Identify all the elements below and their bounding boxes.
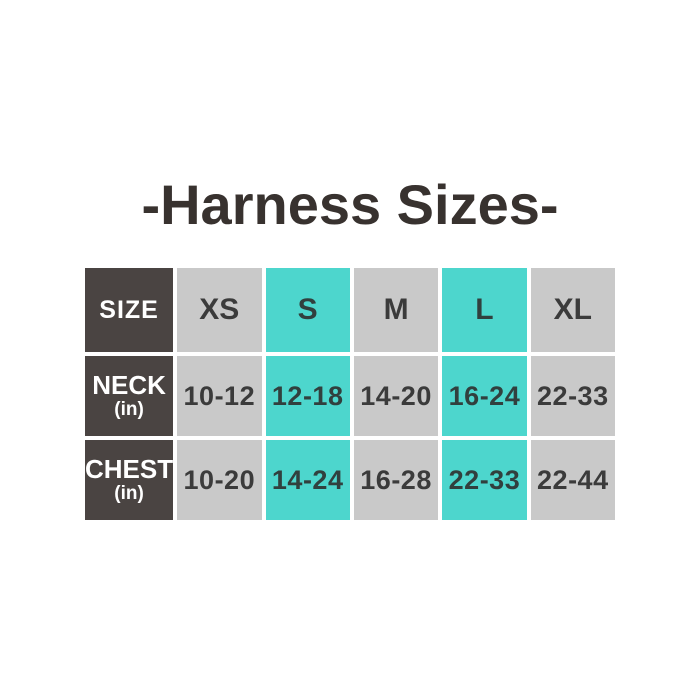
cell-value: 16-24 (448, 380, 521, 411)
cell-neck-xl: 22-33 (530, 356, 615, 436)
row-label-text: CHEST (85, 454, 174, 485)
header-cell-xl: XL (530, 268, 615, 352)
header-cell-s: S (265, 268, 350, 352)
header-label: XS (199, 293, 240, 326)
cell-value: 10-12 (183, 380, 256, 411)
cell-value: 14-24 (271, 464, 344, 495)
size-table: SIZE XS S M L XL NECK (in) 10-12 12-18 14-20 16-24 2… (85, 268, 615, 520)
corner-cell-size: SIZE (85, 268, 174, 352)
cell-neck-l: 16-24 (442, 356, 527, 436)
cell-neck-s: 12-18 (265, 356, 350, 436)
cell-value: 14-20 (360, 380, 432, 411)
header-label: SIZE (99, 295, 159, 324)
cell-value: 22-33 (448, 464, 521, 495)
cell-chest-m: 16-28 (353, 440, 439, 520)
cell-value: 10-20 (183, 464, 256, 495)
cell-neck-m: 14-20 (353, 356, 439, 436)
cell-chest-xl: 22-44 (530, 440, 615, 520)
header-label: M (383, 293, 409, 326)
cell-value: 22-44 (537, 464, 609, 495)
row-unit-text: (in) (114, 398, 144, 420)
cell-value: 12-18 (271, 380, 344, 411)
header-cell-l: L (442, 268, 527, 352)
page-title: -Harness Sizes- (141, 173, 559, 236)
cell-value: 16-28 (360, 464, 432, 495)
header-cell-m: M (353, 268, 439, 352)
header-label: L (475, 293, 494, 326)
header-label: S (297, 293, 318, 326)
cell-neck-xs: 10-12 (177, 356, 262, 436)
header-label: XL (553, 293, 592, 326)
row-label-neck: NECK (in) (85, 356, 174, 436)
cell-chest-l: 22-33 (442, 440, 527, 520)
cell-chest-s: 14-24 (265, 440, 350, 520)
row-label-text: NECK (92, 370, 166, 401)
cell-value: 22-33 (537, 380, 609, 411)
header-cell-xs: XS (177, 268, 262, 352)
row-unit-text: (in) (114, 482, 144, 504)
row-label-chest: CHEST (in) (85, 440, 174, 520)
cell-chest-xs: 10-20 (177, 440, 262, 520)
